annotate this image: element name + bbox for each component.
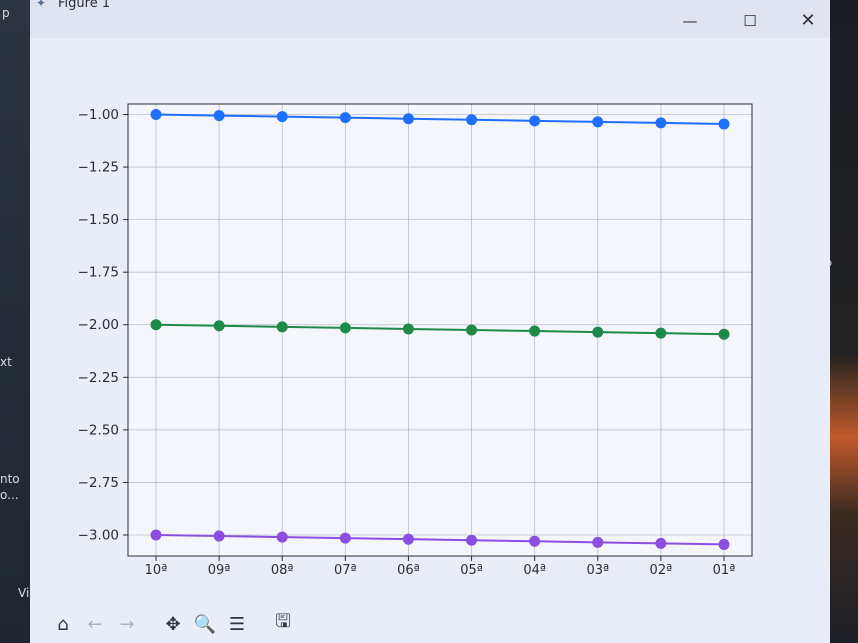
save-button[interactable]: 🖫 xyxy=(270,611,296,637)
data-point[interactable] xyxy=(529,115,541,127)
window-title: Figure 1 xyxy=(58,0,111,11)
line-chart[interactable]: −1.00 −1.25 −1.50 −1.75 −2.00 −2.25 −2.50 −2.75… xyxy=(30,0,830,600)
series-line xyxy=(155,323,725,336)
zoom-button[interactable]: 🔍 xyxy=(192,611,218,637)
configure-button[interactable]: ☰ xyxy=(224,611,250,637)
figure-window: ✦ Figure 1 — ☐ ✕ −1.00 −1.25 −1.50 −1.75 −2.… xyxy=(30,0,830,643)
zoom-icon: 🔍 xyxy=(193,613,217,635)
background-text-xt: xt xyxy=(0,355,12,369)
y-tick-label: −2.50 xyxy=(78,422,119,438)
series-line xyxy=(155,533,725,546)
data-point[interactable] xyxy=(655,327,667,339)
data-point[interactable] xyxy=(150,319,162,331)
x-tick-label: 02ª xyxy=(650,563,673,578)
data-point[interactable] xyxy=(529,325,541,337)
background-left-panel: p xt nto o... Vi xyxy=(0,0,30,643)
x-tick-label: 05ª xyxy=(460,563,483,578)
background-text-nto: nto xyxy=(0,472,20,486)
data-point[interactable] xyxy=(466,324,478,336)
data-point[interactable] xyxy=(592,326,604,338)
data-point[interactable] xyxy=(150,109,162,121)
y-tick-label: −3.00 xyxy=(78,527,119,543)
data-point[interactable] xyxy=(213,320,225,332)
data-point[interactable] xyxy=(339,112,351,124)
data-point[interactable] xyxy=(402,533,414,545)
y-tick-label: −1.50 xyxy=(78,212,119,228)
data-point[interactable] xyxy=(213,110,225,122)
forward-button[interactable]: → xyxy=(114,611,140,637)
x-tick-label: 03ª xyxy=(586,563,609,578)
plot-frame xyxy=(127,103,753,557)
arrow-left-icon: ← xyxy=(87,613,103,635)
maximize-button[interactable]: ☐ xyxy=(743,12,757,30)
sliders-icon: ☰ xyxy=(228,613,246,635)
back-button[interactable]: ← xyxy=(82,611,108,637)
navigation-toolbar: ⌂ ← → ✥ 🔍 ☰ 🖫 xyxy=(50,606,430,642)
close-button[interactable]: ✕ xyxy=(800,10,816,31)
save-icon: 🖫 xyxy=(275,611,291,632)
y-tick-label: −1.25 xyxy=(78,160,119,176)
data-point[interactable] xyxy=(276,111,288,123)
x-tick-label: 07ª xyxy=(334,563,357,578)
background-text-p: p xyxy=(2,6,10,20)
data-point[interactable] xyxy=(655,537,667,549)
data-point[interactable] xyxy=(718,538,730,550)
x-tick-label: 10ª xyxy=(145,563,168,578)
pan-button[interactable]: ✥ xyxy=(160,611,186,637)
x-tick-label: 06ª xyxy=(397,563,420,578)
home-icon: ⌂ xyxy=(57,613,69,635)
y-tick-label: −2.25 xyxy=(78,370,119,386)
x-tick-label: 09ª xyxy=(208,563,231,578)
data-point[interactable] xyxy=(213,530,225,542)
arrow-right-icon: → xyxy=(119,613,135,635)
x-tick-label: 04ª xyxy=(523,563,546,578)
data-point[interactable] xyxy=(339,322,351,334)
background-text-vi: Vi xyxy=(18,586,30,600)
data-point[interactable] xyxy=(655,117,667,129)
data-point[interactable] xyxy=(339,532,351,544)
y-tick-label: −1.75 xyxy=(78,265,119,281)
y-tick-label: −2.00 xyxy=(78,317,119,333)
data-point[interactable] xyxy=(466,114,478,126)
background-right-panel: o xyxy=(826,0,858,643)
x-tick-label: 08ª xyxy=(271,563,294,578)
figure-app-icon: ✦ xyxy=(36,0,47,10)
data-point[interactable] xyxy=(276,531,288,543)
data-point[interactable] xyxy=(150,529,162,541)
data-point[interactable] xyxy=(592,536,604,548)
home-button[interactable]: ⌂ xyxy=(50,611,76,637)
data-point[interactable] xyxy=(402,113,414,125)
data-point[interactable] xyxy=(592,116,604,128)
data-point[interactable] xyxy=(402,323,414,335)
y-tick-label: −2.75 xyxy=(78,475,119,491)
move-icon: ✥ xyxy=(165,613,181,635)
data-point[interactable] xyxy=(276,321,288,333)
series-line xyxy=(155,113,725,125)
data-point[interactable] xyxy=(718,328,730,340)
background-text-ellipsis: o... xyxy=(0,488,19,502)
x-tick-label: 01ª xyxy=(713,563,736,578)
data-point[interactable] xyxy=(466,534,478,546)
title-bar[interactable]: ✦ Figure 1 — ☐ ✕ xyxy=(30,0,830,38)
y-tick-label: −1.00 xyxy=(78,107,119,123)
data-point[interactable] xyxy=(718,118,730,130)
data-point[interactable] xyxy=(529,535,541,547)
minimize-button[interactable]: — xyxy=(682,12,698,30)
